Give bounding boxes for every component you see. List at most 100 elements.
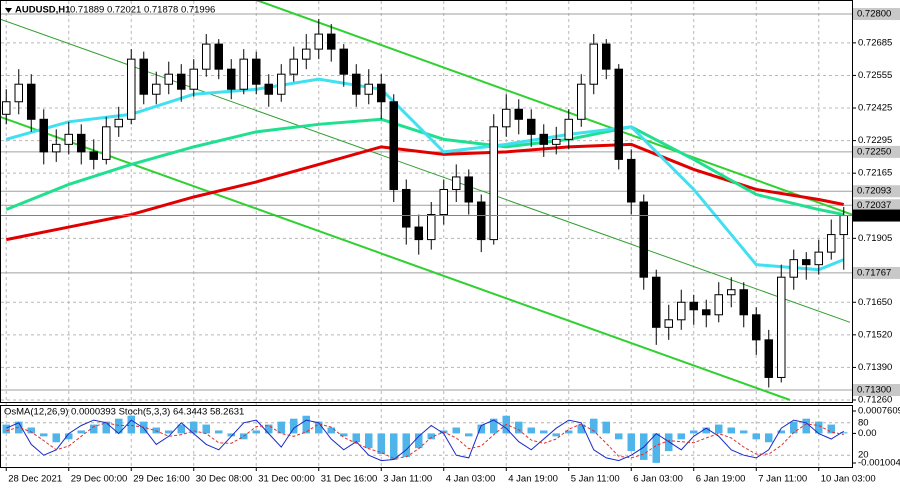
candle-body [239,58,248,90]
candle-body [802,259,811,266]
osma-bar [477,424,485,434]
indicator-label: OsMA(12,26,9) 0.0000393 Stoch(5,3,3) 64.… [4,407,244,418]
candle-body [739,289,748,316]
osma-bar [390,433,398,460]
candle-body [777,276,786,378]
candle-body [764,339,773,378]
osma-bar [815,421,823,434]
candle-body [402,188,411,228]
candle-body [652,276,661,328]
osma-bar [377,433,385,455]
x-tick-label: 28 Dec 2021 [8,474,62,485]
osma-bar [602,421,610,434]
osma-bar [352,433,360,443]
candle-body [664,319,673,328]
level-label: 0.71767 [857,267,891,278]
candle-body [189,68,198,90]
candle-body [427,214,436,241]
y-tick-label: 0.72165 [858,168,892,179]
level-label: 0.71300 [857,384,891,395]
osma-bar [715,424,723,434]
stoch-tick-label: 20 [858,450,869,461]
osma-bar [165,430,173,434]
candle-body [52,143,61,153]
osma-bar [202,424,210,434]
osma-bar [590,418,598,434]
candle-body [39,118,48,153]
x-tick-label: 4 Jan 19:00 [508,474,558,485]
level-label: 0.72800 [857,9,891,20]
x-tick-label: 29 Dec 16:00 [133,474,190,485]
candle-body [489,126,498,241]
x-tick-label: 3 Jan 11:00 [383,474,432,485]
osma-bar [277,421,285,434]
x-tick-label: 10 Jan 03:00 [821,474,876,485]
x-tick-label: 7 Jan 11:00 [758,474,807,485]
osma-bar [790,421,798,434]
stoch-tick-label: 80 [858,417,869,428]
level-label-box [853,145,900,158]
osma-bar [527,427,535,434]
candle-body [177,73,186,90]
candle-body [127,58,136,120]
osma-bar [827,424,835,434]
candle-body [702,309,711,316]
x-tick-label: 31 Dec 16:00 [321,474,378,485]
level-label: 0.72093 [857,186,891,197]
candle-body [277,73,286,95]
osma-bar [652,433,660,463]
osma-bar [515,421,523,434]
level-label-box [853,185,900,198]
candle-body [527,118,536,135]
osma-bar [552,433,560,437]
y-tick-label: 0.72685 [858,37,892,48]
collapse-arrow[interactable] [5,8,12,13]
candle-body [314,33,323,50]
osma-bar [252,430,260,434]
x-tick-label: 5 Jan 11:00 [571,474,620,485]
candle-body [752,314,761,341]
candle-body [452,176,461,190]
price-panel-frame [0,0,853,403]
candle-body [252,58,261,85]
osma-bar [340,433,348,437]
osma-tick-label: 0.00 [858,428,877,439]
candle-body [152,83,161,95]
candle-body [214,43,223,70]
candle-body [139,58,148,95]
level-label-box [853,199,900,212]
candle-body [164,73,173,85]
candle-body [27,83,36,120]
candle-body [477,201,486,241]
osma-bar [215,430,223,434]
candle-body [202,43,211,70]
y-tick-label: 0.72425 [858,103,892,114]
candle-body [714,294,723,316]
candle-body [539,133,548,145]
candle-body [102,126,111,160]
osma-bar [227,433,235,437]
osma-tick-label: 0.0007609 [858,406,900,417]
candle-body [227,68,236,90]
stoch-signal-line [6,422,844,459]
osma-bar [765,433,773,443]
candle-body [77,133,86,153]
x-tick-label: 30 Dec 08:00 [196,474,253,485]
candle-body [2,101,11,115]
candle-body [389,101,398,190]
candle-body [339,48,348,75]
y-tick-label: 0.72295 [858,135,892,146]
osma-bar [490,418,498,434]
candle-body [839,215,848,236]
x-tick-label: 4 Jan 03:00 [446,474,496,485]
osma-bar [727,427,735,434]
osma-bar [740,430,748,434]
candle-body [114,118,123,128]
symbol-title: AUDUSD,H1 [15,5,71,16]
osma-bar [190,421,198,434]
moving-average [5,77,845,272]
osma-bar [77,430,85,434]
candle-body [677,301,686,321]
